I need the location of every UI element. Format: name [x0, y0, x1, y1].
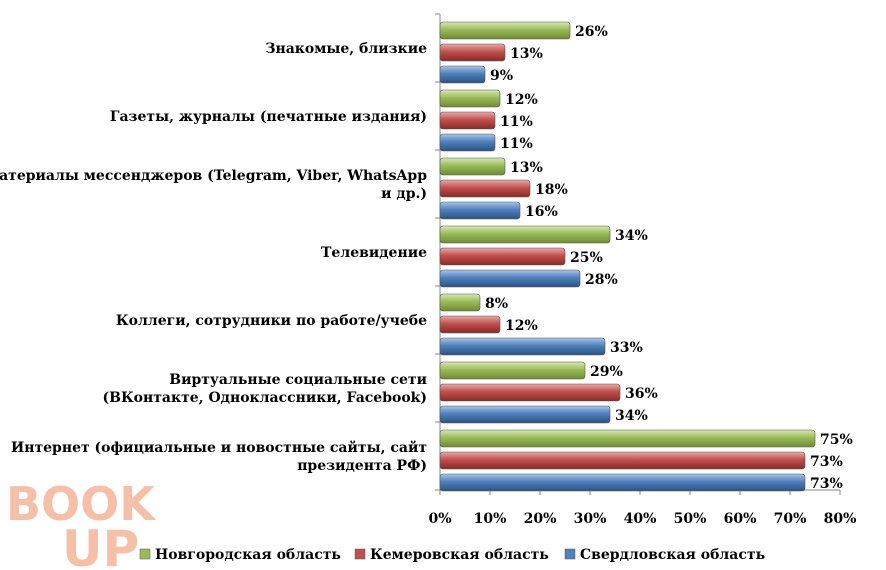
data-label: 25% [570, 250, 603, 266]
bar [439, 157, 506, 176]
bar [439, 337, 606, 356]
legend-swatch [139, 548, 151, 560]
bar [439, 89, 501, 108]
category-label: Виртуальные социальные сети [169, 372, 427, 388]
data-label: 18% [535, 182, 568, 198]
category-label: и др.) [381, 186, 427, 202]
data-label: 33% [610, 340, 643, 356]
category-label: Знакомые, близкие [265, 41, 427, 57]
bar [439, 429, 816, 448]
x-tick-label: 60% [724, 511, 757, 527]
bar [439, 451, 806, 470]
data-label: 36% [625, 386, 658, 402]
x-tick-label: 70% [774, 511, 807, 527]
legend-swatch [354, 548, 366, 560]
x-tick-label: 20% [524, 511, 557, 527]
x-tick-label: 50% [674, 511, 707, 527]
category-label: Материалы мессенджеров (Telegram, Viber,… [0, 168, 427, 184]
bar [439, 43, 506, 62]
x-tick-label: 80% [824, 511, 857, 527]
bar [439, 65, 486, 84]
bar [439, 133, 496, 152]
bar [439, 361, 586, 380]
watermark-line2: UP [62, 520, 139, 570]
x-tick-label: 30% [574, 511, 607, 527]
data-label: 13% [510, 160, 543, 176]
x-tick-label: 0% [428, 511, 451, 527]
data-label: 8% [485, 296, 508, 312]
watermark-line1: BOOK [6, 477, 157, 531]
data-label: 73% [810, 454, 843, 470]
category-label: президента РФ) [297, 458, 427, 474]
x-tick-label: 40% [624, 511, 657, 527]
category-label: Телевидение [321, 245, 427, 261]
data-label: 73% [810, 476, 843, 492]
data-label: 26% [575, 24, 608, 40]
category-label: Газеты, журналы (печатные издания) [110, 109, 427, 125]
legend-swatch [564, 548, 576, 560]
bar [439, 383, 621, 402]
legend-label: Свердловская область [580, 547, 765, 563]
bar [439, 293, 481, 312]
data-label: 12% [505, 92, 538, 108]
plot-area: 0% 10% 20% 30% 40% 50% 60% 70% 80% Знакомые, близ… [0, 13, 857, 527]
bar [439, 179, 531, 198]
data-label: 34% [615, 228, 648, 244]
x-tick-label: 10% [474, 511, 507, 527]
data-label: 11% [500, 114, 533, 130]
data-label: 29% [590, 364, 623, 380]
bar [439, 21, 571, 40]
bar [439, 201, 521, 220]
bar [439, 405, 611, 424]
data-label: 34% [615, 408, 648, 424]
data-label: 9% [490, 68, 513, 84]
data-label: 13% [510, 46, 543, 62]
category-label: Коллеги, сотрудники по работе/учебе [116, 313, 427, 329]
bar [439, 473, 806, 492]
bar [439, 247, 566, 266]
data-label: 12% [505, 318, 538, 334]
bar [439, 111, 496, 130]
data-label: 16% [525, 204, 558, 220]
data-label: 75% [820, 432, 853, 448]
data-label: 11% [500, 136, 533, 152]
watermark-logo: BOOK UP [6, 477, 157, 570]
legend: Новгородская область Кемеровская область С… [139, 547, 765, 563]
data-label: 28% [585, 272, 618, 288]
category-label: Интернет (официальные и новостные сайты,… [11, 439, 427, 456]
bar [439, 225, 611, 244]
bar [439, 315, 501, 334]
legend-label: Кемеровская область [370, 547, 549, 563]
bar [439, 269, 581, 288]
legend-label: Новгородская область [155, 547, 341, 563]
category-label: (ВКонтакте, Одноклассники, Facebook) [102, 390, 427, 406]
